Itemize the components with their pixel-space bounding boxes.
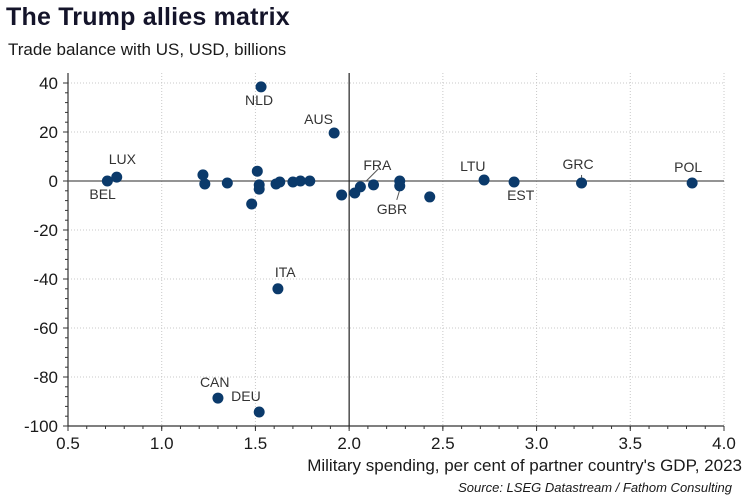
data-points — [101, 81, 698, 418]
chart-subtitle: Trade balance with US, USD, billions — [8, 40, 287, 59]
data-point-ltu — [478, 174, 490, 186]
y-tick-label: -100 — [24, 417, 58, 436]
data-point — [424, 191, 436, 203]
data-point-fra — [354, 181, 366, 193]
data-point-deu — [253, 406, 265, 418]
data-point-pol — [686, 177, 698, 189]
leader-line-gbr — [396, 189, 401, 201]
data-point — [253, 183, 265, 195]
x-tick-label: 1.0 — [150, 434, 174, 453]
data-point-est — [508, 176, 520, 188]
x-tick-label: 2.0 — [337, 434, 361, 453]
x-axis-label: Military spending, per cent of partner c… — [307, 456, 742, 475]
point-label-est: EST — [507, 187, 535, 203]
point-label-ltu: LTU — [460, 158, 485, 174]
data-point — [221, 177, 233, 189]
data-point-gbr — [394, 180, 406, 192]
point-label-pol: POL — [674, 159, 702, 175]
point-label-ita: ITA — [275, 264, 296, 280]
y-tick-label: -60 — [33, 319, 58, 338]
point-label-aus: AUS — [304, 111, 333, 127]
y-tick-label: -40 — [33, 270, 58, 289]
source-note: Source: LSEG Datastream / Fathom Consult… — [458, 480, 732, 495]
point-label-lux: LUX — [109, 151, 137, 167]
data-point — [336, 189, 348, 201]
point-label-fra: FRA — [363, 157, 392, 173]
data-point-grc — [576, 177, 588, 189]
data-point — [197, 169, 209, 181]
gridlines — [68, 73, 725, 426]
y-tick-label: 40 — [39, 74, 58, 93]
data-point-can — [212, 392, 224, 404]
data-point — [294, 175, 306, 187]
leader-line-fra — [366, 168, 379, 182]
point-label-deu: DEU — [231, 388, 261, 404]
x-tick-label: 3.5 — [618, 434, 642, 453]
data-point — [368, 179, 380, 191]
point-label-bel: BEL — [89, 186, 116, 202]
data-point-bel — [101, 175, 113, 187]
y-tick-label: 0 — [49, 172, 58, 191]
data-point-lux — [111, 171, 123, 183]
x-tick-label: 3.0 — [525, 434, 549, 453]
data-point — [304, 175, 316, 187]
x-tick-label: 4.0 — [712, 434, 736, 453]
x-tick-label: 0.5 — [56, 434, 80, 453]
data-point-aus — [328, 127, 340, 139]
y-tick-label: -80 — [33, 368, 58, 387]
chart-title: The Trump allies matrix — [6, 3, 290, 31]
x-tick-label: 1.5 — [244, 434, 268, 453]
data-point — [246, 198, 258, 210]
data-point — [251, 165, 263, 177]
point-label-grc: GRC — [563, 156, 594, 172]
data-point — [199, 178, 211, 190]
point-label-can: CAN — [200, 374, 230, 390]
data-point-nld — [255, 81, 267, 93]
data-point-ita — [272, 283, 284, 295]
y-tick-label: 20 — [39, 123, 58, 142]
axes — [63, 73, 725, 431]
data-point — [274, 176, 286, 188]
x-tick-label: 2.5 — [431, 434, 455, 453]
point-label-gbr: GBR — [377, 201, 407, 217]
y-tick-label: -20 — [33, 221, 58, 240]
point-label-nld: NLD — [245, 92, 273, 108]
